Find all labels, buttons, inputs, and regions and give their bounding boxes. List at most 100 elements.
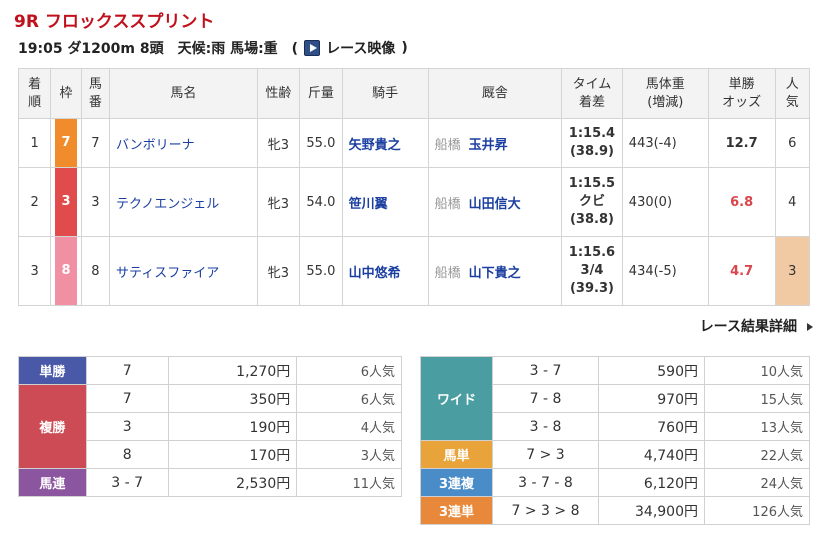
payout-combo: 7 - 8	[492, 384, 599, 413]
payout-popularity: 13人気	[704, 412, 810, 441]
payout-popularity: 10人気	[704, 356, 810, 385]
bet-type-umatan: 馬単	[420, 440, 493, 469]
margin: クビ	[578, 194, 605, 209]
payout-combo: 3 - 7	[85, 468, 169, 497]
carried-weight: 55.0	[299, 236, 343, 306]
result-row: 3 8 8 サティスファイア 牝3 55.0 山中悠希 船橋 山下貴之 1:15.…	[17, 236, 811, 306]
bet-type-tansho: 単勝	[18, 356, 87, 385]
finish-time: 1:15.4	[568, 126, 616, 141]
payout-amount: 6,120円	[598, 468, 705, 497]
header-num: 馬番	[80, 68, 111, 119]
time-cell: 1:15.4 (38.9)	[561, 118, 623, 168]
race-info: 19:05 ダ1200m 8頭 天候:雨 馬場:重 ( レース映像 )	[18, 38, 408, 58]
horse-name-link[interactable]: サティスファイア	[109, 236, 258, 306]
header-odds: 単勝 オッズ	[707, 68, 776, 119]
bet-type-fukusho: 複勝	[18, 384, 87, 469]
horse-number: 8	[80, 236, 111, 306]
payout-table-right: ワイド 3 - 7 590円 10人気 7 - 8 970円 15人気 3 - …	[420, 356, 810, 525]
payout-combo: 7	[85, 384, 169, 413]
bet-type-umaren: 馬連	[18, 468, 87, 497]
payout-amount: 4,740円	[598, 440, 705, 469]
finish-time: 1:15.6	[568, 245, 616, 260]
payout-amount: 590円	[598, 356, 705, 385]
payout-combo: 3 - 7	[492, 356, 599, 385]
win-odds: 4.7	[707, 236, 776, 306]
stable-cell: 船橋 山下貴之	[427, 236, 563, 306]
payout-popularity: 6人気	[296, 384, 402, 413]
jockey-link[interactable]: 笹川翼	[341, 167, 429, 237]
payout-amount: 34,900円	[598, 496, 705, 525]
payout-amount: 1,270円	[167, 356, 298, 385]
result-row: 1 7 7 バンボリーナ 牝3 55.0 矢野貴之 船橋 玉井昇 1:15.4 (3…	[17, 118, 811, 168]
payout-row: 馬連 3 - 7 2,530円 11人気	[18, 468, 402, 497]
payout-amount: 190円	[167, 412, 298, 441]
horse-name-link[interactable]: バンボリーナ	[109, 118, 258, 168]
bet-type-sanrenpuku: 3連複	[420, 468, 493, 497]
payout-combo: 8	[85, 440, 169, 469]
header-jockey: 騎手	[341, 68, 429, 119]
carried-weight: 55.0	[299, 118, 343, 168]
results-header-row: 着順 枠 馬番 馬名 性齢 斤量 騎手 厩舎 タイム 着差 馬体重 (増減) 単勝オ…	[17, 68, 811, 119]
payout-popularity: 4人気	[296, 412, 402, 441]
sex-age: 牝3	[256, 167, 301, 237]
horse-name-link[interactable]: テクノエンジェル	[109, 167, 258, 237]
payout-combo: 7 > 3 > 8	[492, 496, 599, 525]
payout-row: 単勝 7 1,270円 6人気	[18, 356, 402, 385]
payout-popularity: 11人気	[296, 468, 402, 497]
header-waku: 枠	[50, 68, 82, 119]
header-stable: 厩舎	[427, 68, 563, 119]
payout-amount: 2,530円	[167, 468, 298, 497]
video-icon[interactable]	[304, 40, 321, 56]
win-odds: 6.8	[707, 167, 776, 237]
last-3f: (39.3)	[569, 281, 614, 296]
win-odds: 12.7	[707, 118, 776, 168]
header-body: 馬体重 (増減)	[621, 68, 709, 119]
body-weight: 430(0)	[621, 167, 709, 237]
header-rank: 着順	[17, 68, 52, 119]
jockey-link[interactable]: 山中悠希	[341, 236, 429, 306]
payout-row: 馬単 7 > 3 4,740円 22人気	[420, 440, 810, 469]
horse-number: 7	[80, 118, 111, 168]
race-conditions: 19:05 ダ1200m 8頭 天候:雨 馬場:重 (	[18, 41, 299, 57]
sex-age: 牝3	[256, 236, 301, 306]
payout-popularity: 24人気	[704, 468, 810, 497]
payout-popularity: 126人気	[704, 496, 810, 525]
payout-row: 3連単 7 > 3 > 8 34,900円 126人気	[420, 496, 810, 525]
stable-region: 船橋	[434, 265, 461, 281]
payout-combo: 3 - 7 - 8	[492, 468, 599, 497]
trainer-link[interactable]: 山田信大	[468, 196, 521, 212]
last-3f: (38.8)	[569, 212, 614, 227]
time-cell: 1:15.6 3/4 (39.3)	[561, 236, 623, 306]
popularity: 6	[774, 118, 811, 168]
finish-time: 1:15.5	[568, 176, 616, 191]
payout-amount: 760円	[598, 412, 705, 441]
bet-type-wide: ワイド	[420, 356, 493, 441]
stable-cell: 船橋 玉井昇	[427, 118, 563, 168]
payout-amount: 170円	[167, 440, 298, 469]
waku-badge: 3	[55, 168, 78, 236]
rank: 3	[17, 236, 52, 306]
result-row: 2 3 3 テクノエンジェル 牝3 54.0 笹川翼 船橋 山田信大 1:15.5…	[17, 167, 811, 237]
race-video-link[interactable]: レース映像	[326, 41, 396, 57]
trainer-link[interactable]: 山下貴之	[468, 265, 521, 281]
payout-row: ワイド 3 - 7 590円 10人気	[420, 356, 810, 441]
payout-amount: 350円	[167, 384, 298, 413]
arrow-right-icon	[807, 323, 813, 331]
margin: 3/4	[580, 263, 604, 278]
time-cell: 1:15.5 クビ (38.8)	[561, 167, 623, 237]
horse-number: 3	[80, 167, 111, 237]
popularity: 3	[774, 236, 811, 306]
race-result-detail-link[interactable]: レース結果詳細	[700, 316, 813, 336]
payout-popularity: 6人気	[296, 356, 402, 385]
jockey-link[interactable]: 矢野貴之	[341, 118, 429, 168]
body-weight: 434(-5)	[621, 236, 709, 306]
payout-amount: 970円	[598, 384, 705, 413]
race-info-close: )	[401, 40, 408, 56]
header-weight: 斤量	[299, 68, 343, 119]
payout-combo: 7	[85, 356, 169, 385]
carried-weight: 54.0	[299, 167, 343, 237]
payout-table-left: 単勝 7 1,270円 6人気 複勝 7 350円 6人気 3 190円 4人気…	[18, 356, 402, 497]
header-name: 馬名	[109, 68, 258, 119]
bet-type-sanrentan: 3連単	[420, 496, 493, 525]
trainer-link[interactable]: 玉井昇	[468, 137, 508, 153]
